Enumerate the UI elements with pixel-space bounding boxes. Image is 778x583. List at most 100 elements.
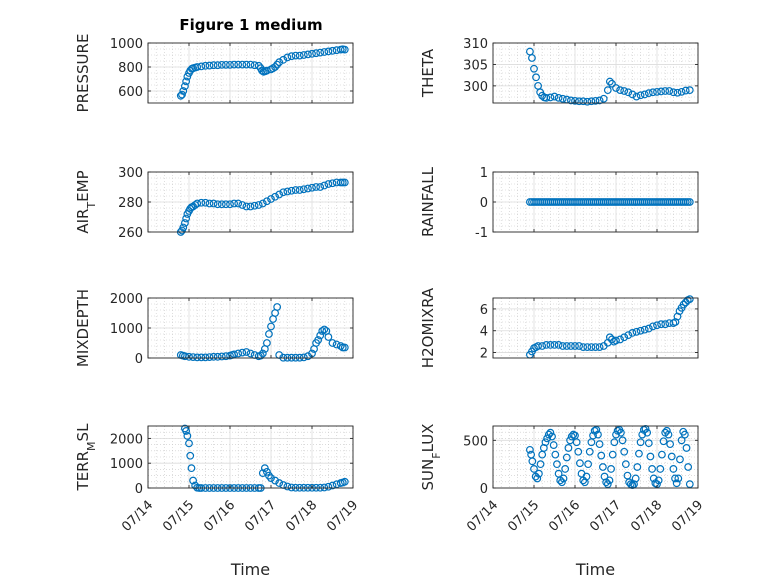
data-point [275, 479, 284, 487]
data-point [628, 90, 637, 99]
y-axis-label: SUNFLUX [419, 424, 443, 491]
data-point [291, 186, 300, 194]
data-point [535, 469, 543, 478]
data-point [589, 431, 597, 440]
data-point [574, 447, 583, 456]
data-point [676, 455, 684, 464]
data-point [554, 93, 563, 102]
data-point [595, 343, 604, 351]
data-point [287, 52, 296, 61]
y-axis-label-main: MIXDEPTH [74, 289, 92, 367]
data-point [263, 467, 271, 476]
data-point [267, 322, 275, 331]
data-point [633, 463, 642, 471]
data-point [234, 60, 243, 69]
data-point [571, 96, 579, 105]
data-point [295, 186, 304, 194]
data-point [205, 353, 214, 362]
data-point [526, 445, 534, 454]
data-point [546, 341, 555, 349]
data-point [318, 327, 327, 335]
data-point [608, 79, 616, 88]
data-point [536, 460, 545, 469]
data-point [661, 87, 670, 95]
data-point [657, 320, 665, 329]
data-point [185, 352, 193, 361]
data-point [605, 77, 614, 86]
data-point [238, 60, 247, 69]
data-point [685, 86, 694, 95]
y-axis-label-subscript: F [430, 452, 443, 458]
data-point [543, 434, 552, 443]
data-point [304, 184, 312, 193]
data-point [295, 51, 304, 60]
data-point [185, 439, 193, 448]
data-point [624, 331, 633, 339]
data-point [550, 92, 559, 101]
data-point [680, 430, 689, 439]
data-point [572, 438, 581, 447]
data-point [612, 84, 620, 92]
data-point [646, 452, 655, 461]
data-point [217, 60, 226, 69]
data-point [643, 428, 652, 437]
data-point [316, 331, 325, 340]
data-point [618, 436, 627, 445]
data-point [221, 60, 230, 69]
data-point [180, 352, 189, 361]
y-axis-label: MIXDEPTH [74, 289, 92, 367]
data-point [273, 303, 282, 311]
axes-box [492, 42, 699, 104]
data-point [666, 440, 675, 449]
data-point [677, 436, 686, 445]
data-point [256, 351, 265, 360]
data-point [193, 63, 202, 71]
data-point [636, 438, 645, 447]
data-point [273, 60, 282, 69]
data-point [597, 451, 606, 460]
y-axis-label: PRESSURE [74, 34, 92, 113]
data-point [553, 460, 561, 469]
data-point [558, 342, 567, 350]
data-point [201, 61, 210, 70]
data-point [250, 201, 259, 210]
data-point [528, 457, 537, 466]
data-point [316, 183, 325, 191]
data-point [632, 327, 641, 336]
subplot-3: 260 280 300 AIRTEMP [74, 166, 354, 241]
data-point [242, 202, 251, 211]
data-point [620, 333, 629, 342]
data-point [644, 324, 653, 333]
y-axis-label: THETA [419, 48, 437, 98]
axes-box [147, 425, 354, 489]
data-point [209, 61, 218, 70]
data-point [661, 320, 670, 329]
data-point [271, 476, 280, 485]
data-point [226, 200, 234, 209]
data-point [238, 348, 247, 357]
data-point [283, 482, 292, 491]
data-point [620, 447, 629, 456]
x-tick-label: 07/18 [628, 498, 665, 535]
data-point [587, 97, 596, 106]
data-point [534, 342, 542, 350]
subplot-2: 300 305 310 THETA [419, 37, 699, 106]
data-point [213, 200, 222, 209]
data-point [230, 60, 239, 69]
data-point [554, 341, 563, 349]
y-tick-label: 1000 [110, 37, 143, 52]
data-point [205, 199, 214, 208]
data-point [649, 474, 658, 483]
data-point [271, 192, 280, 201]
data-point [267, 195, 275, 203]
data-point [616, 86, 624, 95]
data-point [246, 60, 255, 69]
data-point [533, 474, 542, 483]
y-axis-label-main: PRESSURE [74, 34, 92, 113]
data-point [340, 45, 349, 54]
y-tick-label: 300 [463, 80, 488, 95]
data-point [260, 464, 269, 473]
data-point [653, 87, 661, 96]
data-point [546, 428, 555, 437]
data-point [608, 450, 617, 459]
